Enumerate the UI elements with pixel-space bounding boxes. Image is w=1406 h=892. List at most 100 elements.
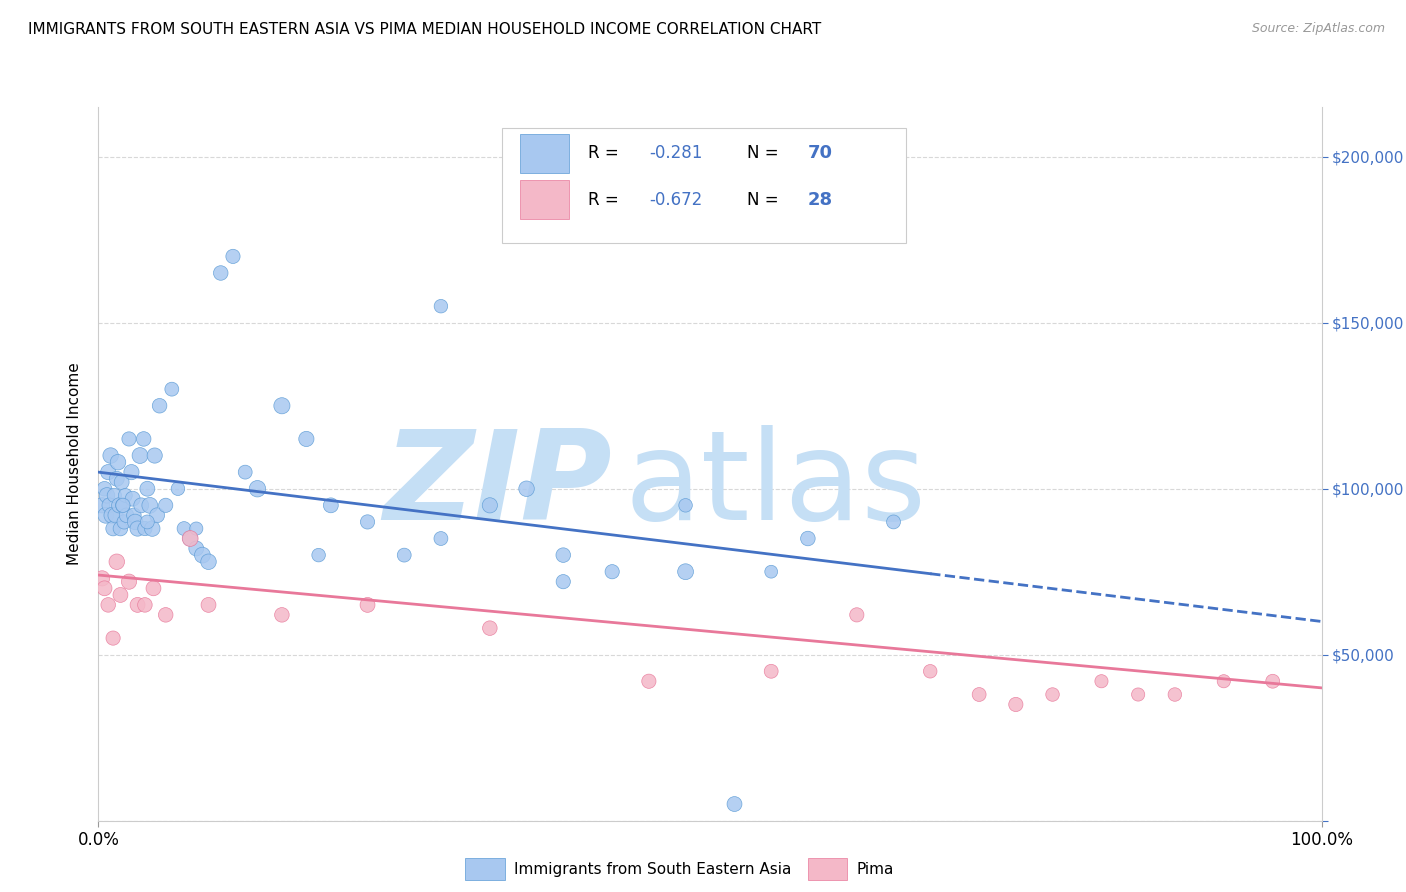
Point [96, 488, 118, 502]
Point [1212, 674, 1234, 689]
Point [675, 499, 697, 513]
Point [141, 522, 163, 536]
Point [97, 465, 120, 479]
Point [270, 399, 294, 413]
Point [127, 598, 149, 612]
Point [155, 499, 177, 513]
Point [515, 482, 537, 496]
Point [553, 548, 575, 562]
Point [430, 532, 453, 546]
Point [120, 465, 142, 479]
Point [115, 508, 138, 523]
Point [101, 522, 124, 536]
Point [186, 541, 208, 556]
Point [97, 598, 120, 612]
Point [136, 515, 159, 529]
Point [209, 266, 232, 280]
Point [638, 674, 661, 689]
FancyBboxPatch shape [502, 128, 905, 243]
Point [98, 499, 121, 513]
Point [134, 598, 156, 612]
Point [136, 482, 159, 496]
Text: 70: 70 [808, 145, 832, 162]
Point [105, 472, 128, 486]
Point [91, 499, 114, 513]
Point [356, 598, 378, 612]
Point [114, 488, 136, 502]
Point [146, 508, 169, 523]
Text: atlas: atlas [624, 425, 927, 546]
Point [101, 631, 124, 645]
Text: Immigrants from South Eastern Asia: Immigrants from South Eastern Asia [515, 862, 792, 877]
Text: IMMIGRANTS FROM SOUTH EASTERN ASIA VS PIMA MEDIAN HOUSEHOLD INCOME CORRELATION C: IMMIGRANTS FROM SOUTH EASTERN ASIA VS PI… [28, 22, 821, 37]
Point [308, 548, 330, 562]
Point [173, 522, 195, 536]
Text: R =: R = [588, 191, 624, 209]
Text: 28: 28 [808, 191, 832, 209]
Point [197, 555, 219, 569]
Point [1042, 688, 1064, 702]
Text: Source: ZipAtlas.com: Source: ZipAtlas.com [1251, 22, 1385, 36]
Point [191, 548, 214, 562]
Point [197, 598, 219, 612]
Point [134, 522, 156, 536]
Text: -0.281: -0.281 [650, 145, 702, 162]
Point [392, 548, 416, 562]
Point [111, 499, 134, 513]
Point [1164, 688, 1187, 702]
Point [553, 574, 575, 589]
Point [1090, 674, 1112, 689]
Point [430, 299, 453, 313]
Point [797, 532, 820, 546]
Point [105, 555, 128, 569]
Point [186, 522, 208, 536]
Point [111, 475, 134, 489]
Point [118, 574, 141, 589]
Bar [465, 858, 505, 880]
Point [179, 532, 201, 546]
Point [118, 432, 141, 446]
Point [104, 508, 127, 523]
Bar [520, 134, 569, 173]
Point [160, 382, 183, 396]
Point [295, 432, 318, 446]
Point [124, 515, 146, 529]
Point [233, 465, 256, 479]
Point [967, 688, 990, 702]
Point [246, 482, 269, 496]
Point [167, 482, 190, 496]
Point [129, 449, 152, 463]
Point [478, 621, 501, 635]
Point [107, 455, 129, 469]
Point [121, 491, 143, 506]
Point [129, 499, 152, 513]
Text: N =: N = [747, 145, 783, 162]
Point [110, 588, 132, 602]
Point [127, 522, 149, 536]
Point [143, 449, 166, 463]
Text: ZIP: ZIP [384, 425, 612, 546]
Point [1128, 688, 1150, 702]
Point [356, 515, 378, 529]
Point [112, 515, 135, 529]
Point [91, 571, 114, 585]
Text: N =: N = [747, 191, 783, 209]
Bar [520, 180, 569, 219]
Point [1261, 674, 1284, 689]
Point [110, 522, 132, 536]
Text: Pima: Pima [856, 862, 894, 877]
Point [179, 532, 201, 546]
Point [93, 582, 115, 596]
Bar [808, 858, 846, 880]
Point [111, 499, 134, 513]
Point [478, 499, 501, 513]
Point [920, 665, 942, 679]
Point [94, 508, 117, 523]
Point [270, 607, 294, 622]
Point [845, 607, 868, 622]
Point [122, 508, 145, 523]
Point [1004, 698, 1026, 712]
Point [222, 249, 245, 263]
Point [319, 499, 342, 513]
Point [723, 797, 745, 811]
